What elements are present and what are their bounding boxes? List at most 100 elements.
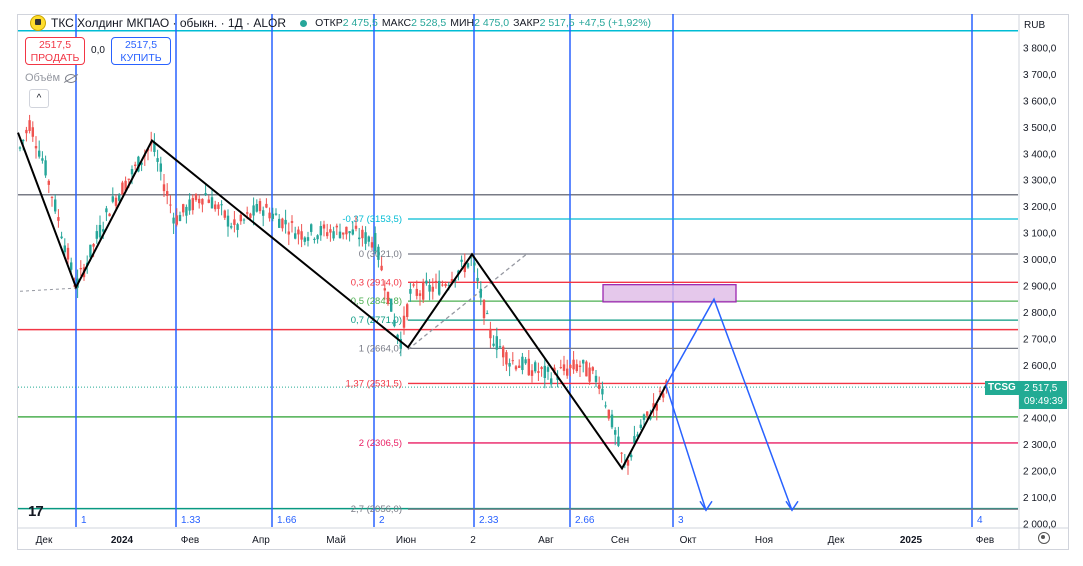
candle-body — [351, 229, 354, 235]
x-tick-label: Ноя — [755, 535, 773, 546]
candle-body — [422, 282, 425, 300]
candle-body — [271, 213, 274, 219]
buy-button[interactable]: 2517,5 КУПИТЬ — [111, 37, 171, 65]
candle-body — [156, 158, 159, 162]
candle-body — [230, 226, 233, 228]
eye-hidden-icon[interactable] — [65, 73, 78, 83]
y-tick-label: 2 900,0 — [1023, 282, 1057, 293]
candle-body — [511, 360, 514, 362]
x-tick-label: Сен — [611, 535, 629, 546]
candle-body — [63, 245, 66, 253]
candle-body — [166, 191, 169, 196]
candle-body — [396, 334, 399, 339]
high-value: 2 528,5 — [411, 17, 447, 29]
candle-body — [159, 163, 162, 172]
last-price-value: 2 517,5 — [1024, 383, 1058, 394]
candle-body — [25, 129, 28, 134]
candle-body — [633, 436, 636, 444]
currency-selector[interactable]: RUB — [1024, 20, 1046, 31]
candle-body — [258, 201, 262, 212]
candle-body — [434, 280, 438, 283]
sell-label: ПРОДАТЬ — [30, 52, 80, 64]
y-tick-label: 2 000,0 — [1023, 520, 1057, 531]
fib-level-label: -0,37 (3153,5) — [342, 214, 402, 225]
x-tick-label: Фев — [976, 535, 994, 546]
candle-body — [390, 298, 393, 312]
candle-body — [380, 265, 383, 271]
fib-level-label: 1 (2664,0) — [359, 343, 402, 354]
candle-body — [370, 242, 374, 248]
legend-row: ТКС Холдинг МКПАО · обыкн. · 1Д · ALOR О… — [30, 14, 655, 32]
candle-body — [191, 198, 194, 211]
candle-body — [89, 244, 92, 258]
candle-body — [297, 229, 300, 235]
candle-body — [306, 237, 310, 241]
candle-body — [479, 288, 482, 298]
candle-body — [409, 289, 412, 294]
candle-body — [441, 284, 444, 286]
candle-body — [508, 363, 511, 367]
candle-body — [646, 411, 649, 416]
candle-body — [290, 221, 294, 223]
candle-body — [246, 212, 249, 214]
candle-body — [518, 365, 521, 368]
candle-body — [66, 247, 70, 260]
y-tick-label: 3 400,0 — [1023, 149, 1057, 160]
candle-body — [598, 384, 601, 389]
volume-label: Объём — [25, 72, 61, 84]
bar-countdown: 09:49:39 — [1024, 396, 1063, 407]
candle-body — [438, 280, 441, 295]
collapse-legend-button[interactable]: ^ — [29, 89, 49, 108]
candle-body — [338, 231, 342, 239]
candle-body — [54, 199, 57, 212]
candle-body — [639, 424, 642, 428]
candle-body — [38, 150, 41, 157]
candle-body — [226, 215, 230, 227]
candle-body — [402, 315, 406, 328]
candle-body — [92, 243, 95, 247]
low-value: 2 475,0 — [474, 17, 510, 29]
candle-body — [140, 162, 143, 165]
candle-body — [217, 204, 220, 209]
candle-body — [102, 229, 105, 232]
candle-body — [617, 436, 620, 446]
gear-icon[interactable] — [1038, 532, 1050, 544]
tcs-logo-icon — [30, 15, 46, 31]
instrument-title[interactable]: ТКС Холдинг МКПАО · обыкн. · 1Д · ALOR — [51, 16, 287, 30]
tradingview-logo[interactable]: 17 — [28, 503, 44, 520]
candle-body — [364, 232, 367, 244]
x-tick-label: Окт — [680, 535, 697, 546]
candle-body — [335, 225, 338, 228]
sell-button[interactable]: 2517,5 ПРОДАТЬ — [25, 37, 85, 65]
candle-body — [22, 139, 25, 142]
candle-body — [194, 194, 198, 201]
close-value: 2 517,5 — [539, 17, 575, 29]
candle-body — [310, 224, 313, 232]
candle-body — [412, 284, 415, 286]
candle-body — [550, 378, 553, 385]
volume-indicator[interactable]: Объём — [25, 72, 78, 84]
y-tick-label: 3 200,0 — [1023, 202, 1057, 213]
candle-body — [450, 279, 454, 284]
candle-body — [524, 359, 527, 364]
candle-body — [636, 434, 639, 437]
candle-body — [105, 208, 108, 213]
candle-body — [326, 232, 329, 237]
projection-path — [665, 297, 793, 511]
candle-body — [134, 164, 137, 167]
buy-label: КУПИТЬ — [120, 52, 162, 64]
y-tick-label: 2 300,0 — [1023, 440, 1057, 451]
fib-level-label: 2 (2306,5) — [359, 438, 402, 449]
candle-body — [114, 197, 118, 206]
fib-level-label: 0,5 (2842,8) — [351, 296, 402, 307]
candle-body — [332, 231, 335, 239]
fib-level-label: 2,7 (2056,0) — [351, 504, 402, 515]
last-price-label: 2 517,5 09:49:39 — [1019, 381, 1067, 409]
candle-body — [316, 235, 319, 240]
candle-body — [18, 147, 22, 149]
candle-body — [79, 268, 82, 270]
candle-body — [223, 210, 226, 218]
x-tick-label: Авг — [538, 535, 554, 546]
candle-body — [358, 237, 361, 240]
